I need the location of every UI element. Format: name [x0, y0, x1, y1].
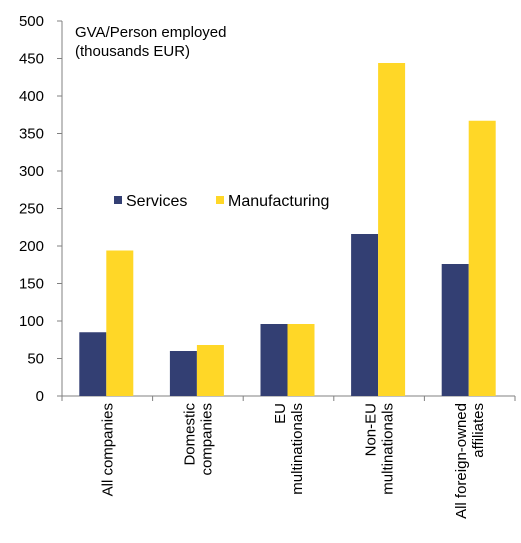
- bar-manufacturing-3: [378, 63, 406, 396]
- category-labels: All companies Domestic companies EU multinat…: [99, 403, 487, 519]
- bar-services-0: [79, 332, 107, 396]
- legend-swatch-manufacturing: [216, 196, 224, 204]
- legend-label-services: Services: [126, 193, 187, 210]
- legend: Services Manufacturing: [114, 193, 329, 210]
- y-tick-label: 350: [19, 126, 44, 143]
- category-label: companies: [198, 403, 215, 476]
- category-label: EU: [272, 403, 289, 424]
- bar-services-2: [260, 324, 288, 396]
- bar-manufacturing-2: [287, 324, 315, 396]
- bar-manufacturing-1: [196, 345, 224, 396]
- category-label: multinationals: [380, 403, 397, 495]
- y-tick-label: 450: [19, 51, 44, 68]
- y-axis-title-line-2: (thousands EUR): [75, 43, 190, 60]
- category-label: Non-EU: [363, 403, 380, 456]
- category-label: Domestic: [181, 403, 198, 466]
- y-axis-title: GVA/Person employed (thousands EUR): [75, 24, 231, 60]
- y-tick-label: 400: [19, 88, 44, 105]
- y-tick-label: 250: [19, 201, 44, 218]
- bar-services-3: [351, 234, 379, 396]
- y-tick-label: 300: [19, 163, 44, 180]
- legend-swatch-services: [114, 196, 122, 204]
- y-axis-title-line-1: GVA/Person employed: [75, 24, 226, 41]
- x-axis: [61, 395, 516, 401]
- y-tick-label: 200: [19, 238, 44, 255]
- y-tick-label: 0: [36, 388, 44, 405]
- y-tick-label: 150: [19, 276, 44, 293]
- y-tick-label: 50: [27, 351, 44, 368]
- legend-label-manufacturing: Manufacturing: [228, 193, 329, 210]
- category-label: affiliates: [470, 403, 487, 458]
- category-label: multinationals: [289, 403, 306, 495]
- category-label: All companies: [99, 403, 116, 496]
- y-tick-label: 500: [19, 13, 44, 30]
- y-tick-label: 100: [19, 313, 44, 330]
- bar-manufacturing-4: [468, 120, 496, 396]
- bar-services-1: [169, 351, 197, 396]
- y-axis: 0 50 100 150 200 250 300 350 400 450 500: [19, 13, 63, 405]
- bar-services-4: [441, 264, 469, 396]
- bars-group: [79, 63, 496, 396]
- bar-manufacturing-0: [106, 250, 134, 396]
- category-label: All foreign-owned: [453, 403, 470, 519]
